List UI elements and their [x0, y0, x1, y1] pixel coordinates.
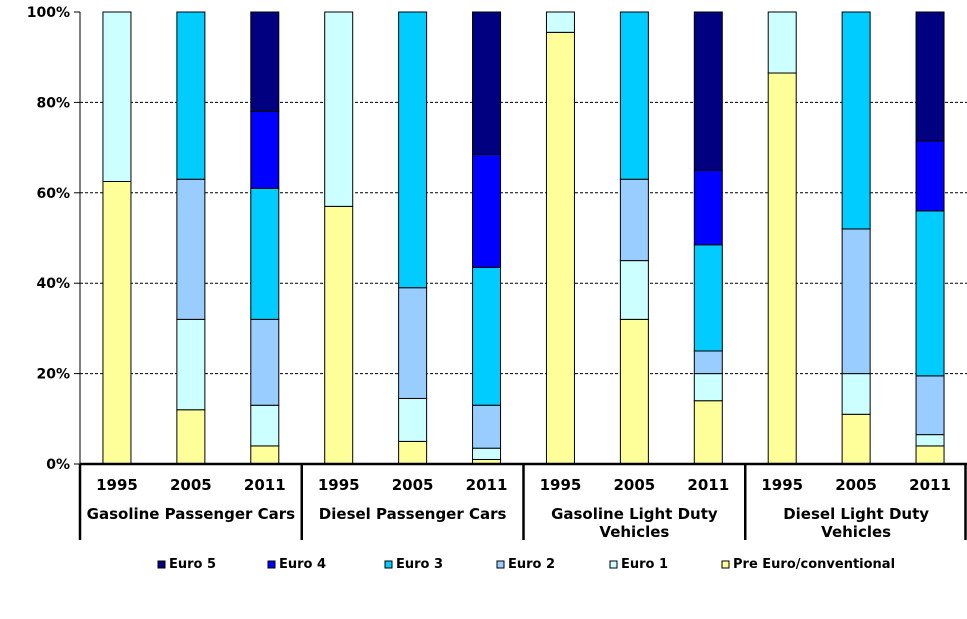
bar-segment: [102, 11, 132, 182]
bar-segment: [472, 153, 502, 268]
bar-segment: [250, 11, 280, 112]
x-category-label: 2011: [244, 476, 286, 494]
y-tick-label: 60%: [36, 186, 70, 202]
legend-label: Euro 1: [621, 557, 668, 572]
bar-segment: [250, 404, 280, 447]
bar-segment: [398, 287, 428, 399]
legend-swatch: [609, 560, 618, 569]
legend-swatch: [496, 560, 505, 569]
bar-segment: [176, 318, 206, 411]
y-tick-label: 0%: [46, 457, 70, 473]
y-tick-label: 40%: [36, 276, 70, 292]
bar-segment: [250, 445, 280, 465]
legend-label: Euro 2: [508, 557, 555, 572]
bar-segment: [693, 244, 723, 352]
bar-segment: [250, 187, 280, 320]
legend-label: Euro 5: [169, 557, 216, 572]
bar-segment: [472, 447, 502, 460]
x-category-label: 2011: [909, 476, 951, 494]
bar-segment: [841, 373, 871, 415]
bar-segment: [324, 205, 354, 465]
bar-segment: [767, 11, 797, 74]
bar-segment: [693, 350, 723, 375]
x-group-label: Diesel Passenger Cars: [319, 505, 507, 523]
bar-segment: [693, 11, 723, 171]
y-tick-label: 80%: [36, 95, 70, 111]
bar-segment: [915, 445, 945, 465]
bar-segment: [841, 228, 871, 375]
bar-segment: [693, 400, 723, 465]
bar-segment: [841, 11, 871, 230]
x-category-label: 1995: [96, 476, 138, 494]
bar-segment: [398, 440, 428, 465]
bar-segment: [767, 72, 797, 465]
bar-segment: [915, 375, 945, 436]
bar-segment: [176, 11, 206, 180]
y-tick-label: 20%: [36, 367, 70, 383]
bar-segment: [176, 409, 206, 465]
bar-segment: [250, 110, 280, 189]
y-tick-label: 100%: [27, 5, 70, 21]
bar-segment: [619, 178, 649, 262]
x-group-label: Diesel Light Duty Vehicles: [783, 505, 929, 541]
bar-segment: [398, 11, 428, 289]
legend-swatch: [721, 560, 730, 569]
x-category-label: 2005: [835, 476, 877, 494]
bar-segment: [472, 404, 502, 449]
bar-segment: [619, 260, 649, 320]
bar-segment: [915, 140, 945, 212]
legend-swatch: [157, 560, 166, 569]
legend-label: Pre Euro/conventional: [733, 557, 895, 572]
bar-segment: [545, 11, 575, 33]
x-category-label: 2011: [466, 476, 508, 494]
x-category-label: 2005: [614, 476, 656, 494]
x-category-label: 2011: [687, 476, 729, 494]
x-category-label: 1995: [761, 476, 803, 494]
bar-segment: [250, 318, 280, 406]
bar-segment: [841, 413, 871, 465]
bar-segment: [693, 373, 723, 402]
bar-segment: [472, 11, 502, 155]
x-category-label: 2005: [170, 476, 212, 494]
bar-segment: [915, 210, 945, 377]
bar-segment: [619, 318, 649, 465]
bar-segment: [545, 31, 575, 465]
bar-segment: [472, 266, 502, 406]
bar-segment: [398, 397, 428, 442]
legend-swatch: [267, 560, 276, 569]
x-category-label: 1995: [318, 476, 360, 494]
legend-label: Euro 3: [396, 557, 443, 572]
x-group-label: Gasoline Light Duty Vehicles: [551, 505, 718, 541]
x-category-label: 2005: [392, 476, 434, 494]
bar-segment: [324, 11, 354, 207]
legend-swatch: [384, 560, 393, 569]
bar-segment: [915, 11, 945, 142]
bar-segment: [915, 434, 945, 447]
legend-label: Euro 4: [279, 557, 326, 572]
bar-segment: [619, 11, 649, 180]
x-group-label: Gasoline Passenger Cars: [87, 505, 296, 523]
bar-segment: [102, 181, 132, 465]
bar-segment: [693, 169, 723, 246]
x-category-label: 1995: [540, 476, 582, 494]
bar-segment: [176, 178, 206, 320]
